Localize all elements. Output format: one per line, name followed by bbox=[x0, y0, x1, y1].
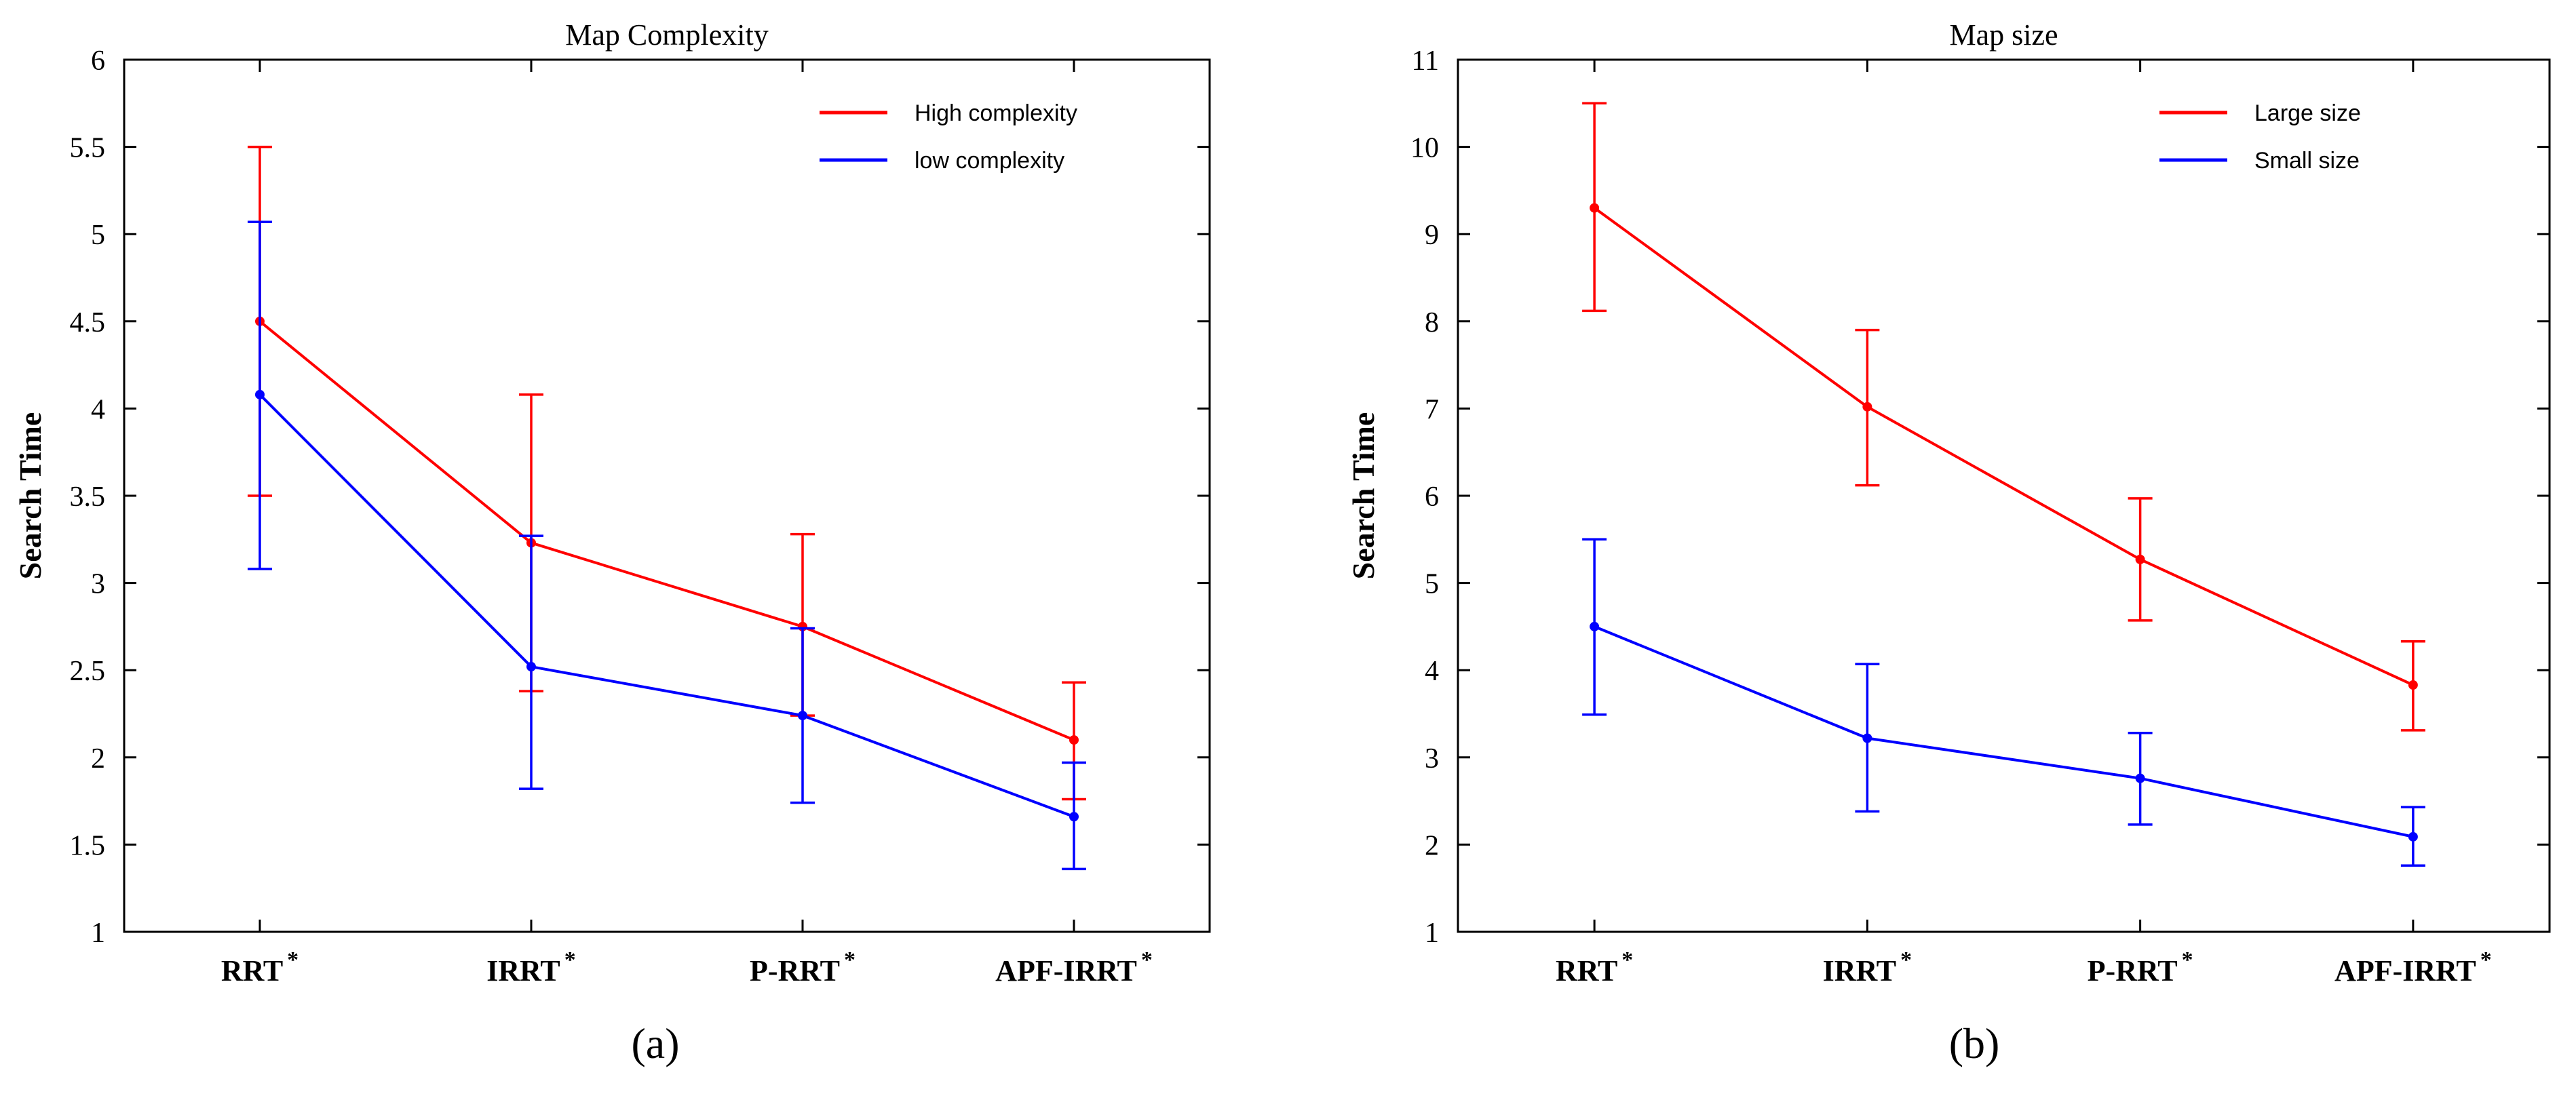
series-line bbox=[258, 393, 1075, 819]
x-tick-label-text: APF-IRRT bbox=[2334, 954, 2476, 987]
y-tick-label: 3 bbox=[1425, 743, 1439, 774]
y-tick-label: 10 bbox=[1410, 133, 1439, 164]
x-tick-label-text: RRT bbox=[221, 954, 283, 987]
data-point bbox=[2135, 554, 2145, 564]
chart-title: Map size bbox=[1949, 18, 2058, 52]
y-axis-title: Search Time bbox=[13, 412, 47, 580]
legend-label: Large size bbox=[2254, 100, 2361, 126]
x-tick-label: APF-IRRT * bbox=[2334, 947, 2492, 987]
y-tick-label: 1 bbox=[1425, 918, 1439, 949]
y-tick-label: 4.5 bbox=[70, 307, 106, 338]
y-tick-label: 6 bbox=[1425, 482, 1439, 513]
x-tick-label-superscript: * bbox=[1141, 947, 1153, 973]
x-tick-label-text: IRRT bbox=[1823, 954, 1896, 987]
x-tick-label-superscript: * bbox=[844, 947, 856, 973]
x-tick-label: RRT * bbox=[1556, 947, 1633, 987]
data-point bbox=[2135, 773, 2145, 783]
x-tick-label-superscript: * bbox=[2182, 947, 2193, 973]
data-point bbox=[1862, 401, 1872, 412]
data-point bbox=[2408, 831, 2418, 842]
y-tick-label: 2 bbox=[91, 743, 105, 774]
y-tick-label: 8 bbox=[1425, 307, 1439, 338]
data-point bbox=[1069, 735, 1079, 745]
y-tick-label: 3.5 bbox=[70, 482, 106, 513]
y-tick-label: 9 bbox=[1425, 220, 1439, 251]
y-tick-label: 7 bbox=[1425, 394, 1439, 425]
y-tick-label: 4 bbox=[1425, 656, 1439, 687]
series-line bbox=[258, 320, 1075, 741]
y-tick-label: 6 bbox=[91, 45, 105, 77]
data-point bbox=[1590, 621, 1600, 631]
data-point bbox=[1862, 733, 1872, 743]
data-point bbox=[2408, 680, 2418, 690]
y-tick-label: 11 bbox=[1412, 45, 1439, 77]
data-point bbox=[1069, 812, 1079, 822]
y-tick-label: 5 bbox=[1425, 569, 1439, 600]
x-tick-label-superscript: * bbox=[287, 947, 299, 973]
y-tick-label: 1 bbox=[91, 918, 105, 949]
x-tick-label-text: IRRT bbox=[486, 954, 560, 987]
panel-caption: (b) bbox=[1949, 1019, 2000, 1067]
series-line bbox=[1593, 207, 2414, 686]
x-tick-label: APF-IRRT * bbox=[995, 947, 1153, 987]
panel-caption: (a) bbox=[631, 1019, 679, 1067]
plot-frame bbox=[1457, 58, 2551, 933]
x-tick-label: P-RRT * bbox=[2088, 947, 2193, 987]
series-blue bbox=[248, 220, 1086, 871]
data-point bbox=[1590, 203, 1600, 213]
x-tick-label-superscript: * bbox=[564, 947, 576, 973]
legend-label: low complexity bbox=[915, 148, 1064, 174]
data-point bbox=[798, 711, 807, 721]
data-point bbox=[255, 389, 265, 399]
x-tick-label-text: APF-IRRT bbox=[995, 954, 1137, 987]
series-red bbox=[1582, 102, 2425, 732]
y-tick-label: 2 bbox=[1425, 830, 1439, 861]
x-tick-label-superscript: * bbox=[2480, 947, 2492, 973]
legend-label: High complexity bbox=[915, 100, 1077, 126]
x-tick-label: IRRT * bbox=[1823, 947, 1912, 987]
x-tick-label: P-RRT * bbox=[750, 947, 856, 987]
x-tick-label-superscript: * bbox=[1900, 947, 1912, 973]
y-axis-title: Search Time bbox=[1346, 412, 1381, 580]
x-tick-label-superscript: * bbox=[1621, 947, 1633, 973]
series-blue bbox=[1582, 538, 2425, 867]
y-tick-label: 1.5 bbox=[70, 830, 106, 861]
x-tick-label: RRT * bbox=[221, 947, 299, 987]
x-tick-label: IRRT * bbox=[486, 947, 575, 987]
legend-label: Small size bbox=[2254, 148, 2360, 174]
plot-frame bbox=[123, 58, 1211, 933]
y-tick-label: 5.5 bbox=[70, 133, 106, 164]
series-line bbox=[1594, 625, 2414, 838]
x-tick-label-text: P-RRT bbox=[2088, 954, 2178, 987]
x-tick-label-text: P-RRT bbox=[750, 954, 840, 987]
data-point bbox=[526, 662, 536, 672]
x-tick-label-text: RRT bbox=[1556, 954, 1617, 987]
chart-title: Map Complexity bbox=[565, 18, 768, 52]
series-red bbox=[248, 145, 1086, 801]
y-tick-label: 2.5 bbox=[70, 656, 106, 687]
y-tick-label: 5 bbox=[91, 220, 105, 251]
y-tick-label: 3 bbox=[91, 569, 105, 600]
y-tick-label: 4 bbox=[91, 394, 105, 425]
